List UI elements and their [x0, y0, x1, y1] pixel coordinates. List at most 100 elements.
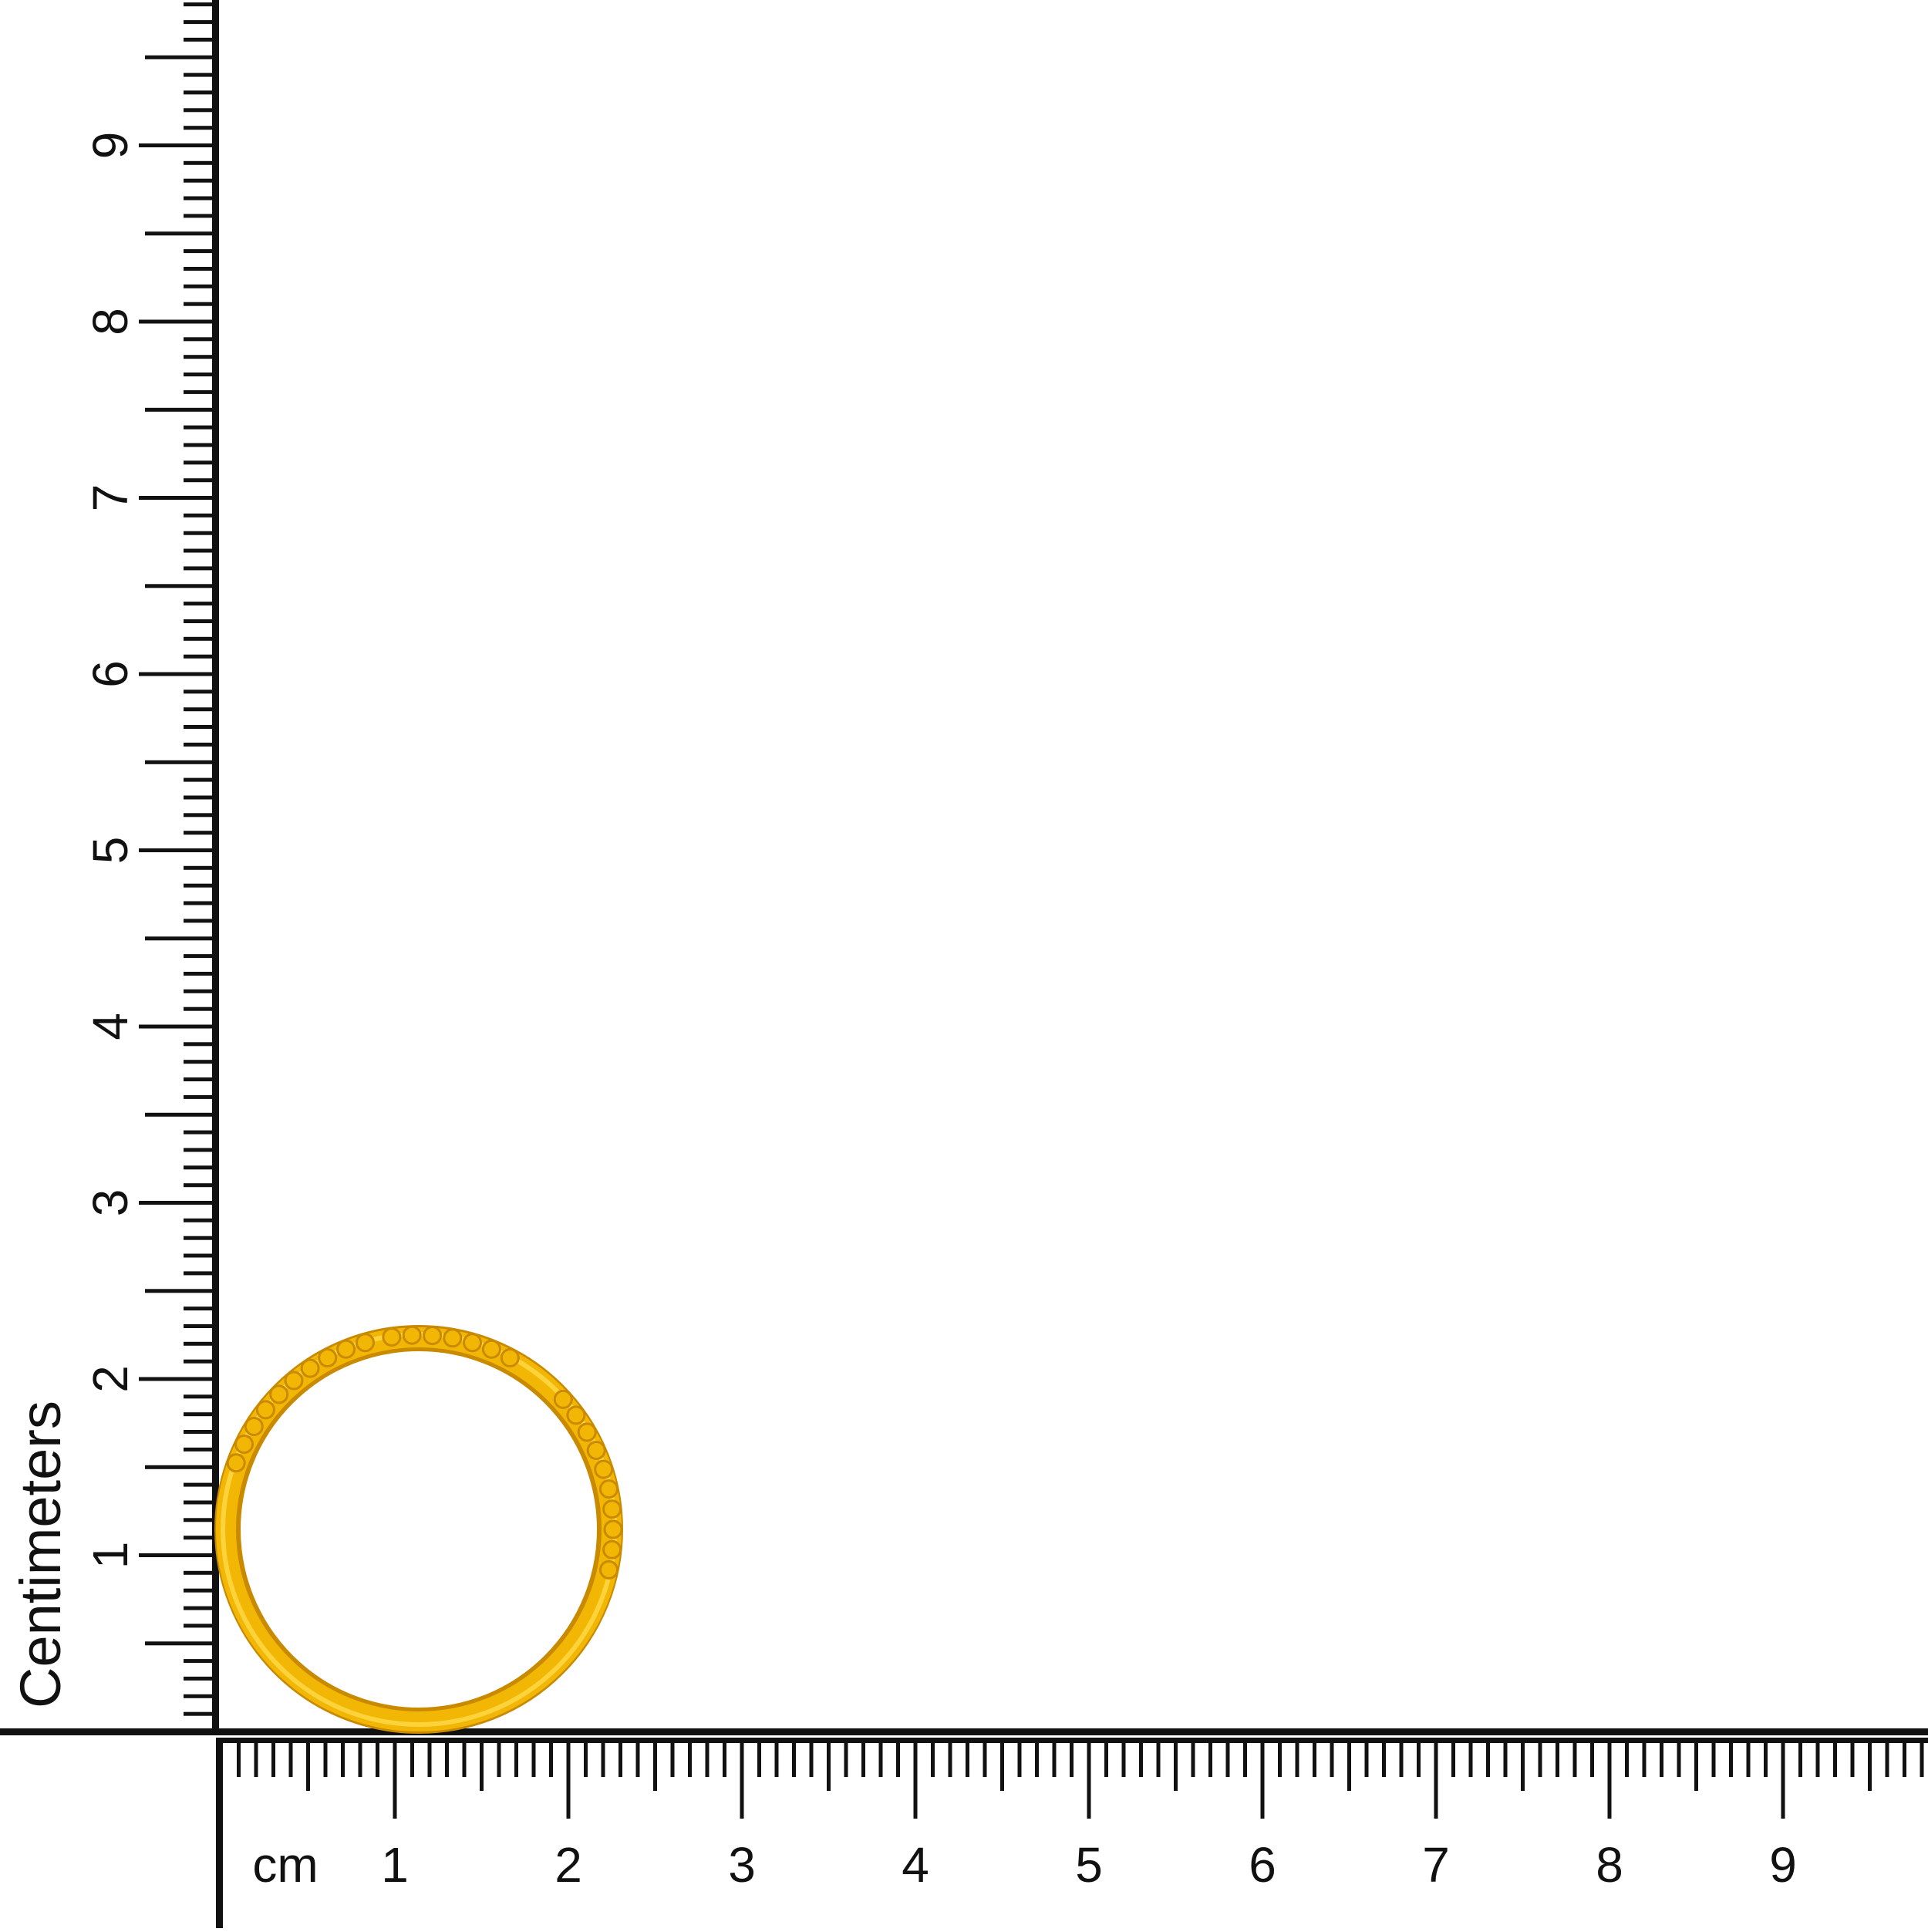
vertical-ruler-minor-tick: [184, 196, 216, 201]
horizontal-ruler-minor-tick: [1225, 1740, 1230, 1777]
vertical-ruler-major-tick: [139, 319, 216, 324]
vertical-ruler-minor-tick: [184, 1394, 216, 1399]
vertical-ruler-minor-tick: [184, 1006, 216, 1011]
vertical-ruler-minor-tick: [184, 548, 216, 553]
horizontal-ruler-major-tick: [1260, 1740, 1265, 1819]
vertical-ruler-minor-tick: [184, 777, 216, 782]
vertical-ruler-minor-tick: [184, 1500, 216, 1505]
vertical-ruler-label: 9: [83, 132, 138, 160]
horizontal-ruler-minor-tick: [1451, 1740, 1455, 1777]
horizontal-ruler-minor-tick: [480, 1740, 484, 1791]
horizontal-ruler-minor-tick: [774, 1740, 779, 1777]
horizontal-ruler-minor-tick: [1191, 1740, 1195, 1777]
horizontal-ruler-minor-tick: [966, 1740, 969, 1777]
vertical-ruler-minor-tick: [184, 1659, 216, 1664]
horizontal-ruler-minor-tick: [1295, 1740, 1299, 1777]
ring-bead-pattern: [226, 1325, 623, 1580]
vertical-ruler-minor-tick: [184, 178, 216, 183]
horizontal-ruler-major-tick: [1781, 1740, 1785, 1819]
ring-bead: [234, 1435, 254, 1454]
vertical-ruler-minor-tick: [184, 72, 216, 77]
vertical-ruler-minor-tick: [184, 1183, 216, 1188]
vertical-ruler-minor-tick: [184, 636, 216, 641]
horizontal-ruler-minor-tick: [1815, 1740, 1820, 1777]
vertical-ruler-minor-tick: [184, 460, 216, 465]
vertical-ruler-label: 3: [83, 1189, 138, 1217]
vertical-ruler-minor-tick: [184, 513, 216, 518]
horizontal-ruler-minor-tick: [861, 1740, 865, 1777]
vertical-ruler-title: Centimeters: [8, 1401, 72, 1708]
horizontal-ruler-label: 3: [728, 1837, 756, 1893]
ring-bead: [553, 1389, 573, 1409]
vertical-ruler-minor-tick: [145, 1289, 216, 1293]
vertical-ruler: 12345678910 Centimeters: [8, 0, 219, 1735]
vertical-ruler-minor-tick: [184, 1218, 216, 1222]
ring-bead: [599, 1559, 619, 1580]
horizontal-ruler-minor-tick: [514, 1740, 518, 1777]
vertical-ruler-minor-tick: [145, 584, 216, 588]
ring-bead: [255, 1400, 275, 1420]
horizontal-ruler-minor-tick: [497, 1740, 501, 1777]
horizontal-ruler-minor-tick: [1903, 1740, 1906, 1777]
ring-bead: [602, 1539, 622, 1559]
vertical-ruler-minor-tick: [184, 1094, 216, 1099]
vertical-ruler-minor-tick: [184, 742, 216, 747]
vertical-ruler-minor-tick: [184, 160, 216, 165]
horizontal-ruler-minor-tick: [1729, 1740, 1733, 1777]
vertical-ruler-major-tick: [139, 848, 216, 852]
vertical-ruler-major-tick: [139, 1377, 216, 1381]
ring-bead: [382, 1327, 402, 1347]
vertical-ruler-minor-tick: [184, 813, 216, 818]
vertical-ruler-minor-tick: [184, 707, 216, 712]
horizontal-ruler-minor-tick: [1364, 1740, 1369, 1777]
horizontal-ruler-minor-tick: [878, 1740, 883, 1777]
vertical-ruler-minor-tick: [145, 231, 216, 236]
ring-bead: [423, 1326, 443, 1346]
vertical-ruler-minor-tick: [184, 531, 216, 535]
horizontal-ruler-minor-tick: [254, 1740, 258, 1777]
vertical-ruler-minor-tick: [184, 1060, 216, 1064]
vertical-ruler-minor-tick: [145, 936, 216, 941]
horizontal-ruler-major-tick: [1087, 1740, 1091, 1819]
horizontal-ruler-minor-tick: [619, 1740, 622, 1777]
vertical-ruler-minor-tick: [184, 1711, 216, 1716]
horizontal-ruler-minor-tick: [1278, 1740, 1282, 1777]
horizontal-ruler-major-tick: [1434, 1740, 1438, 1819]
horizontal-ruler-minor-tick: [549, 1740, 553, 1777]
vertical-ruler-minor-tick: [184, 284, 216, 288]
horizontal-ruler-label: 9: [1769, 1837, 1797, 1893]
horizontal-ruler-minor-tick: [1746, 1740, 1751, 1777]
horizontal-ruler-minor-tick: [462, 1740, 467, 1777]
vertical-ruler-minor-tick: [184, 373, 216, 376]
horizontal-ruler-minor-tick: [1417, 1740, 1421, 1777]
gold-ring-icon: [214, 1325, 623, 1734]
vertical-ruler-minor-tick: [184, 602, 216, 606]
horizontal-ruler-minor-tick: [1035, 1740, 1039, 1777]
ring-bead: [336, 1339, 356, 1359]
horizontal-ruler-minor-tick: [1625, 1740, 1629, 1777]
vertical-ruler-minor-tick: [184, 725, 216, 729]
vertical-ruler-minor-tick: [184, 249, 216, 254]
horizontal-ruler-label: 4: [902, 1837, 929, 1893]
vertical-ruler-minor-tick: [184, 1588, 216, 1593]
vertical-ruler-label: 5: [83, 837, 138, 865]
ring-bead: [443, 1328, 463, 1348]
vertical-ruler-major-tick: [139, 1553, 216, 1557]
horizontal-ruler-minor-tick: [1313, 1740, 1316, 1777]
horizontal-ruler-minor-tick: [653, 1740, 657, 1791]
vertical-ruler-minor-tick: [184, 1307, 216, 1311]
vertical-ruler-minor-tick: [184, 389, 216, 394]
vertical-ruler-major-tick: [139, 143, 216, 147]
horizontal-ruler-label: 2: [554, 1837, 582, 1893]
horizontal-ruler-minor-tick: [1868, 1740, 1872, 1791]
ring-bead: [284, 1371, 304, 1391]
vertical-ruler-minor-tick: [184, 20, 216, 25]
horizontal-ruler-minor-tick: [1070, 1740, 1074, 1777]
ring-bead: [603, 1519, 623, 1539]
vertical-ruler-label: 1: [83, 1542, 138, 1570]
horizontal-ruler-minor-tick: [323, 1740, 328, 1777]
horizontal-ruler-minor-tick: [1486, 1740, 1490, 1777]
vertical-ruler-minor-tick: [184, 972, 216, 976]
horizontal-ruler-minor-tick: [410, 1740, 414, 1777]
horizontal-ruler-label: 1: [381, 1837, 409, 1893]
